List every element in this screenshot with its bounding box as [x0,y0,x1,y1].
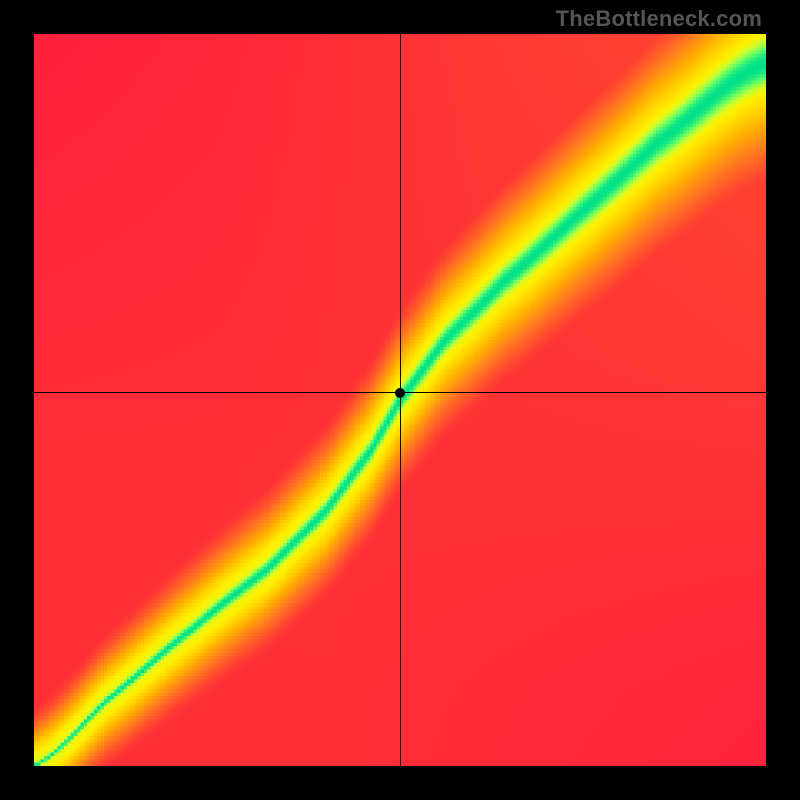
crosshair-marker [395,388,405,398]
crosshair-vertical [400,34,401,766]
heatmap-plot [34,34,766,766]
watermark-text: TheBottleneck.com [556,6,762,32]
